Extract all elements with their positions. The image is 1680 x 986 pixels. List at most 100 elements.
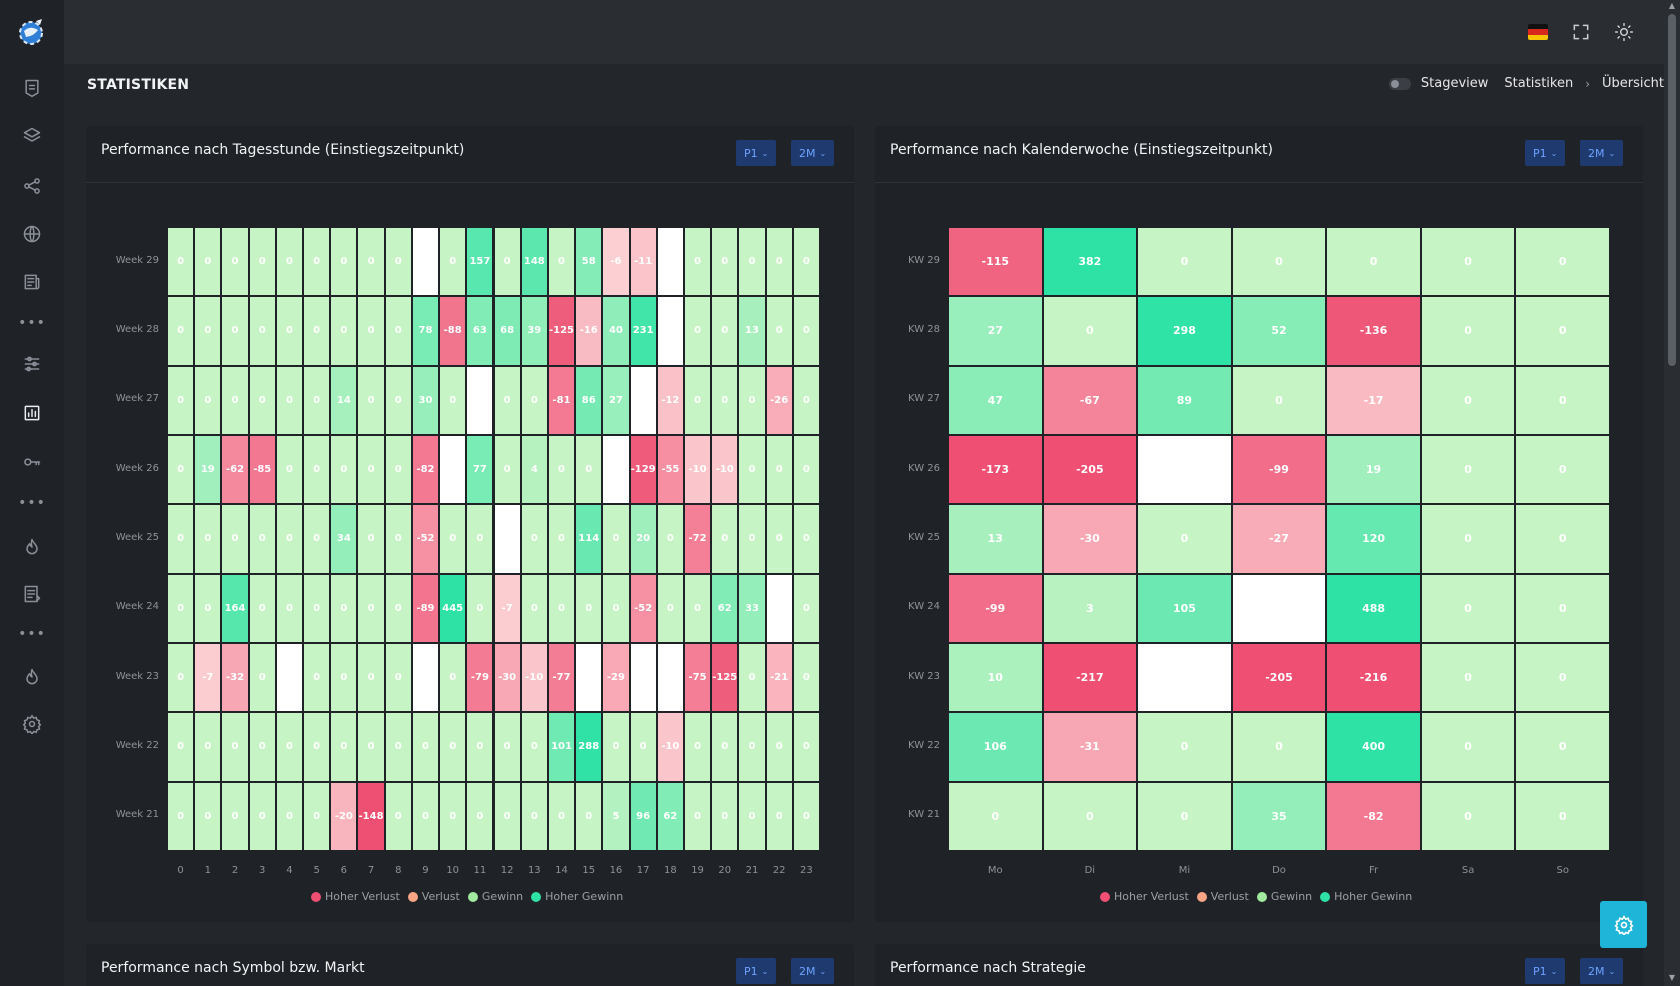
heatmap-cell[interactable]: 0 xyxy=(1327,228,1420,296)
heatmap-cell[interactable]: 14 xyxy=(331,366,357,434)
heatmap-cell[interactable]: 30 xyxy=(412,366,439,434)
heatmap-cell[interactable]: 0 xyxy=(222,782,248,850)
legend-item[interactable]: Gewinn xyxy=(467,890,523,903)
heatmap-cell[interactable]: -1 xyxy=(494,505,520,573)
heatmap-cell[interactable]: 0 xyxy=(195,228,221,296)
heatmap-cell[interactable]: 0 xyxy=(494,436,520,504)
heatmap-cell[interactable]: 47 xyxy=(949,366,1042,434)
heatmap-cell[interactable]: 0 xyxy=(467,574,493,642)
more-icon[interactable]: ••• xyxy=(18,495,46,511)
heatmap-cell[interactable]: 0 xyxy=(603,574,629,642)
heatmap-cell[interactable]: 0 xyxy=(1421,436,1515,504)
heatmap-cell[interactable]: 34 xyxy=(331,505,357,573)
heatmap-cell[interactable]: 0 xyxy=(276,297,303,365)
heatmap-cell[interactable]: -21 xyxy=(766,644,792,712)
heatmap-cell[interactable]: 20 xyxy=(630,505,656,573)
heatmap-cell[interactable]: 0 xyxy=(331,436,357,504)
heatmap-cell[interactable]: 0 xyxy=(1516,644,1609,712)
logo[interactable] xyxy=(16,16,48,48)
heatmap-cell[interactable]: 0 xyxy=(276,505,303,573)
heatmap-cell[interactable]: 0 xyxy=(793,644,819,712)
heatmap-cell[interactable]: 0 xyxy=(222,505,248,573)
heatmap-cell[interactable]: 3 xyxy=(1043,574,1137,642)
log-icon[interactable] xyxy=(18,580,46,608)
page-scrollbar[interactable]: ▲ ▼ xyxy=(1664,0,1680,986)
chart-icon[interactable] xyxy=(18,399,46,427)
heatmap-cell[interactable]: 0 xyxy=(195,782,221,850)
heatmap-cell[interactable]: -88 xyxy=(440,297,466,365)
heatmap-cell[interactable]: -10 xyxy=(684,436,711,504)
heatmap-cell[interactable]: -1 xyxy=(1232,574,1326,642)
heatmap-cell[interactable]: 0 xyxy=(358,366,384,434)
heatmap-cell[interactable]: -216 xyxy=(1327,644,1420,712)
heatmap-cell[interactable]: 0 xyxy=(249,574,275,642)
heatmap-cell[interactable]: 0 xyxy=(385,574,411,642)
heatmap-cell[interactable]: 0 xyxy=(630,713,656,781)
heatmap-cell[interactable]: 0 xyxy=(494,782,520,850)
heatmap-cell[interactable]: -205 xyxy=(1232,644,1326,712)
heatmap-cell[interactable]: 0 xyxy=(168,713,194,781)
heatmap-cell[interactable]: 0 xyxy=(358,713,384,781)
heatmap-cell[interactable]: 0 xyxy=(657,574,683,642)
heatmap-cell[interactable]: 231 xyxy=(630,297,656,365)
heatmap-cell[interactable]: 19 xyxy=(1327,436,1420,504)
heatmap-cell[interactable]: 0 xyxy=(249,366,275,434)
heatmap-cell[interactable]: -17 xyxy=(1327,366,1420,434)
heatmap-cell[interactable]: 0 xyxy=(1516,574,1609,642)
heatmap-cell[interactable]: 27 xyxy=(949,297,1042,365)
heatmap-cell[interactable]: 0 xyxy=(385,644,411,712)
heatmap-cell[interactable]: -129 xyxy=(630,436,656,504)
heatmap-cell[interactable]: 0 xyxy=(1421,782,1515,850)
heatmap-cell[interactable]: 96 xyxy=(630,782,656,850)
heatmap-cell[interactable]: -3 xyxy=(276,644,303,712)
list-icon[interactable] xyxy=(18,74,46,102)
heatmap-cell[interactable]: -205 xyxy=(1043,436,1137,504)
range-select[interactable]: 2M ⌄ xyxy=(1580,958,1624,984)
heatmap-cell[interactable]: 0 xyxy=(385,782,411,850)
heatmap-cell[interactable]: 0 xyxy=(521,782,547,850)
heatmap-cell[interactable]: -115 xyxy=(949,228,1042,296)
heatmap-cell[interactable]: -136 xyxy=(1327,297,1420,365)
heatmap-cell[interactable]: 0 xyxy=(684,366,711,434)
heatmap-cell[interactable]: 0 xyxy=(304,297,330,365)
heatmap-cell[interactable]: 0 xyxy=(494,228,520,296)
flag-de-icon[interactable] xyxy=(1526,20,1550,44)
heatmap-cell[interactable]: 0 xyxy=(1421,505,1515,573)
heatmap-cell[interactable]: -7 xyxy=(494,574,520,642)
heatmap-cell[interactable]: 0 xyxy=(358,505,384,573)
heatmap-cell[interactable]: 27 xyxy=(603,366,629,434)
heatmap-cell[interactable]: 0 xyxy=(440,713,466,781)
heatmap-cell[interactable]: 0 xyxy=(603,713,629,781)
heatmap-cell[interactable]: 0 xyxy=(168,782,194,850)
heatmap-cell[interactable]: 105 xyxy=(1138,574,1231,642)
heatmap-cell[interactable]: 0 xyxy=(168,297,194,365)
key-icon[interactable] xyxy=(18,448,46,476)
heatmap-cell[interactable]: 288 xyxy=(576,713,602,781)
heatmap-cell[interactable]: 0 xyxy=(684,574,711,642)
heatmap-cell[interactable]: 0 xyxy=(222,297,248,365)
heatmap-cell[interactable]: -26 xyxy=(766,366,792,434)
heatmap-cell[interactable]: 0 xyxy=(1232,228,1326,296)
heatmap-cell[interactable]: 0 xyxy=(949,782,1042,850)
heatmap-cell[interactable]: 0 xyxy=(712,297,738,365)
heatmap-cell[interactable]: 0 xyxy=(793,782,819,850)
heatmap-cell[interactable]: 63 xyxy=(467,297,493,365)
heatmap-cell[interactable]: -12 xyxy=(657,366,683,434)
heatmap-cell[interactable]: 488 xyxy=(1327,574,1420,642)
heatmap-cell[interactable]: 0 xyxy=(440,505,466,573)
heatmap-cell[interactable]: 445 xyxy=(440,574,466,642)
heatmap-cell[interactable]: -1 xyxy=(467,366,493,434)
heatmap-cell[interactable]: 0 xyxy=(739,366,765,434)
heatmap-cell[interactable]: 0 xyxy=(684,713,711,781)
breadcrumb-statistiken[interactable]: Statistiken xyxy=(1504,76,1574,91)
heatmap-cell[interactable]: 0 xyxy=(1138,713,1231,781)
period-select[interactable]: P1 ⌄ xyxy=(736,958,777,984)
more-icon[interactable]: ••• xyxy=(18,626,46,642)
heatmap-cell[interactable]: 0 xyxy=(494,713,520,781)
legend-item[interactable]: Verlust xyxy=(1196,890,1249,903)
heatmap-cell[interactable]: 35 xyxy=(1232,782,1326,850)
heatmap-cell[interactable]: 0 xyxy=(494,366,520,434)
heatmap-cell[interactable]: 62 xyxy=(712,574,738,642)
heatmap-cell[interactable]: 0 xyxy=(440,782,466,850)
heatmap-cell[interactable]: 0 xyxy=(440,366,466,434)
